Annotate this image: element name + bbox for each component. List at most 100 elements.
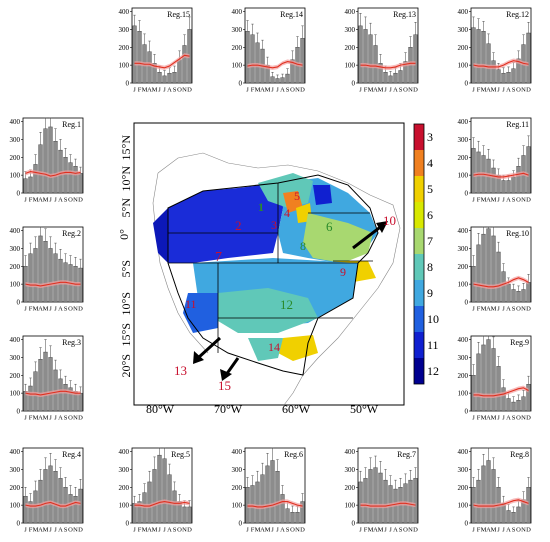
bar [476,244,481,303]
month-tick-label: J [133,87,136,94]
chart-panel-reg14: 0 100 200 300 400 J F M A M J J A S O N D Reg.14 [225,5,307,93]
y-tick-label: 200 [10,484,21,492]
bar [368,469,373,524]
lat-label: 10°N [119,166,133,192]
series-line [25,281,81,287]
month-tick-label: A [38,306,43,313]
bar [511,68,516,84]
y-tick-label: 100 [119,62,130,70]
y-tick-label: 300 [345,466,356,474]
bar [511,401,516,412]
bar [63,157,68,194]
month-tick-label: J [276,527,279,534]
month-tick-label: J [276,87,279,94]
month-tick-label: N [408,527,413,534]
month-tick-label: J [502,415,505,422]
month-tick-label: J [472,87,475,94]
y-tick-label: 100 [458,172,469,180]
month-tick-label: J [54,415,57,422]
bar [43,128,48,194]
chart-panel-reg11: 0 100 200 300 400 J F M A M J J A S O N D Reg.11 [451,115,533,203]
month-tick-label: M [378,87,384,94]
colorbar-label: 7 [427,234,433,248]
y-tick-label: 0 [465,408,469,416]
bar [38,359,43,412]
bar [358,481,363,524]
colorbar-label: 12 [427,364,439,378]
month-tick-label: J [24,197,27,204]
bar [172,490,177,524]
month-tick-label: F [29,306,33,313]
series-line [360,62,416,69]
month-tick-label: D [78,527,83,534]
uncertainty-band [473,385,529,398]
month-tick-label: J [49,306,52,313]
y-tick-label: 200 [458,154,469,162]
y-tick-label: 300 [232,26,243,34]
colorbar-label: 10 [427,312,439,326]
bar [486,460,491,524]
month-tick-label: A [58,527,63,534]
region-number: 9 [340,265,346,279]
region-number: 14 [268,340,280,354]
month-tick-label: A [506,306,511,313]
month-tick-label: N [73,415,78,422]
month-tick-label: F [251,87,255,94]
bar [182,45,187,84]
month-tick-label: A [38,197,43,204]
y-tick-label: 400 [458,227,469,235]
month-tick-label: J [389,527,392,534]
series-line [134,501,190,507]
month-tick-label: J [49,527,52,534]
month-tick-label: M [265,87,271,94]
chart-title: Reg.10 [506,229,529,238]
bar [471,148,476,194]
plot-frame [131,447,193,524]
uncertainty-band [25,169,81,179]
month-tick-label: A [506,197,511,204]
month-tick-label: J [359,87,362,94]
bar [300,38,305,84]
plot-frame [22,447,84,524]
chart-title: Reg.12 [506,10,529,19]
chart-panel-reg1: 0 100 200 300 400 J F M A M J J A S O N D Reg.1 [3,115,85,203]
month-tick-label: F [138,87,142,94]
bar [157,72,162,84]
bar [167,474,172,524]
chart-panel-reg12: 0 100 200 300 400 J F M A M J J A S O N D Reg.12 [451,5,533,93]
y-tick-label: 200 [119,484,130,492]
y-tick-label: 0 [17,299,21,307]
month-tick-label: S [512,306,516,313]
y-tick-label: 200 [119,44,130,52]
y-tick-label: 0 [239,520,243,528]
month-tick-label: A [260,87,265,94]
y-tick-label: 100 [458,62,469,70]
bar [491,235,496,303]
month-tick-label: D [526,306,531,313]
month-tick-label: A [280,87,285,94]
y-tick-label: 100 [10,502,21,510]
month-tick-label: A [58,306,63,313]
bar [260,474,265,524]
month-tick-label: J [384,527,387,534]
region-number: 6 [326,219,333,234]
y-tick-label: 400 [119,448,130,456]
bar [481,31,486,84]
month-tick-label: M [43,527,49,534]
bar [23,496,28,524]
plot-frame [470,447,532,524]
bar [511,512,516,524]
y-tick-label: 100 [232,502,243,510]
month-tick-label: M [33,306,39,313]
colorbar-label: 11 [427,338,439,352]
bar [501,387,506,412]
y-tick-label: 0 [17,520,21,528]
bar [48,357,53,412]
month-tick-label: A [167,87,172,94]
series-line [247,61,303,69]
